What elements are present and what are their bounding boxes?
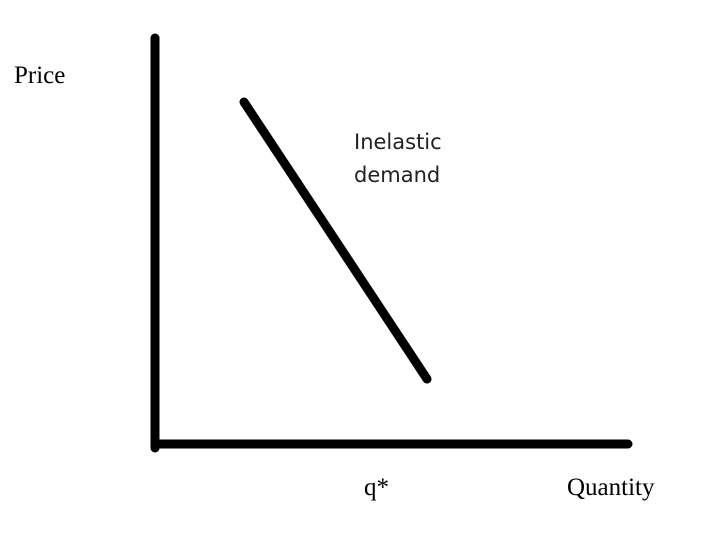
y-axis-label: Price [14, 62, 66, 89]
curve-label-line1: Inelastic [354, 130, 442, 154]
demand-curve [239, 97, 432, 384]
curve-label: Inelastic demand [354, 126, 442, 192]
x-axis-label: Quantity [567, 474, 655, 501]
x-marker-label: q* [364, 474, 389, 501]
curve-label-line2: demand [354, 163, 441, 187]
